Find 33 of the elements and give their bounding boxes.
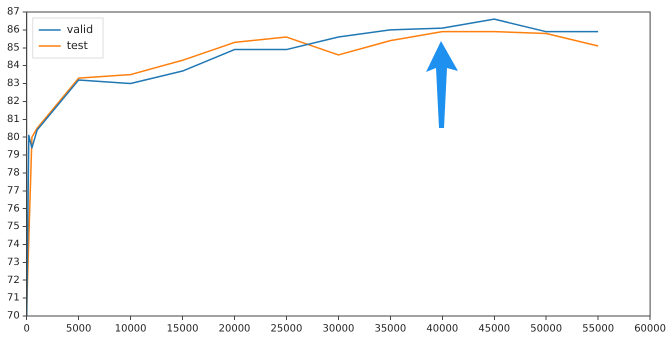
x-tick-label: 30000 (322, 324, 354, 335)
y-tick-label: 86 (6, 24, 20, 36)
x-tick-label: 15000 (166, 324, 198, 335)
y-tick-label: 74 (6, 239, 20, 250)
y-tick-label: 78 (6, 168, 20, 179)
y-tick-label: 70 (6, 310, 20, 322)
x-tick-label: 0 (24, 324, 30, 335)
x-tick-label: 50000 (530, 324, 562, 335)
y-tick-label: 87 (6, 6, 20, 18)
y-tick-label: 71 (6, 292, 20, 304)
x-tick-label: 60000 (634, 324, 666, 335)
x-tick-label: 45000 (478, 324, 510, 335)
x-tick-label: 5000 (66, 324, 92, 335)
x-tick-label: 25000 (270, 324, 302, 335)
y-tick-label: 79 (6, 150, 20, 161)
y-tick-label: 82 (6, 96, 20, 108)
x-tick-label: 40000 (426, 324, 458, 335)
legend-label: valid (66, 22, 94, 36)
y-tick-label: 72 (6, 274, 20, 286)
y-tick-label: 75 (6, 221, 20, 232)
y-tick-label: 85 (6, 42, 20, 54)
y-tick-label: 76 (6, 203, 20, 214)
y-tick-label: 80 (6, 132, 20, 143)
y-tick-label: 84 (6, 60, 20, 72)
y-tick-label: 73 (6, 256, 20, 268)
x-tick-label: 55000 (582, 324, 614, 335)
y-tick-label: 81 (6, 114, 20, 125)
legend-label: test (66, 38, 89, 52)
y-tick-label: 77 (6, 185, 20, 196)
x-tick-label: 35000 (374, 324, 406, 335)
y-tick-label: 83 (6, 78, 20, 90)
x-tick-label: 20000 (218, 324, 250, 335)
x-tick-label: 10000 (114, 324, 147, 335)
